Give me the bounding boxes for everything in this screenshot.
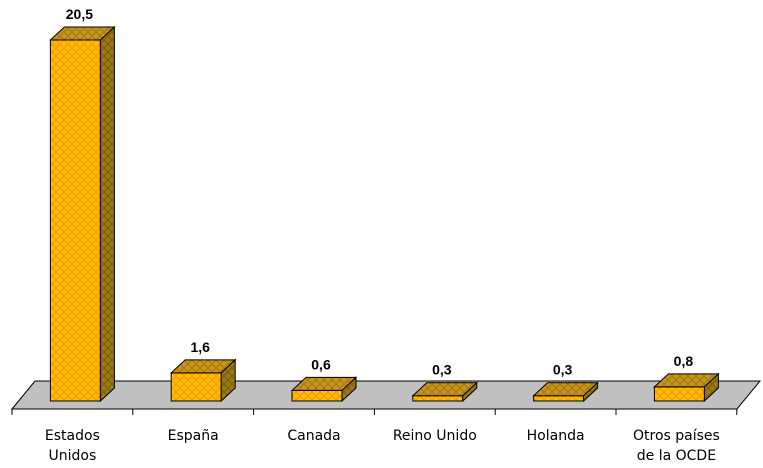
bar-side	[462, 381, 478, 403]
category-label: Otros países	[633, 428, 720, 444]
bar	[653, 372, 720, 403]
bar-side	[220, 358, 236, 403]
value-label: 0,6	[311, 356, 331, 372]
bar-front	[412, 395, 464, 402]
value-label: 0,3	[553, 362, 573, 378]
bar-front	[49, 39, 101, 402]
value-label: 1,6	[190, 339, 210, 355]
category-label: Estados	[45, 428, 100, 444]
bar	[532, 381, 599, 403]
bar-side	[341, 376, 357, 403]
category-label: Canada	[287, 428, 340, 444]
category-label: España	[168, 428, 219, 444]
bar-side	[99, 25, 115, 403]
bar	[411, 381, 479, 403]
category-label: Reino Unido	[393, 428, 477, 444]
bar-side	[583, 381, 599, 403]
category-label: de la OCDE	[637, 448, 716, 464]
bar-side	[703, 372, 719, 403]
bar	[49, 25, 116, 403]
bar	[169, 358, 237, 403]
bar-front	[291, 389, 343, 402]
bar-front	[170, 372, 222, 402]
value-label: 0,8	[674, 353, 694, 369]
bar-front	[653, 386, 705, 402]
category-label: Holanda	[527, 428, 585, 444]
value-label: 0,3	[432, 362, 452, 378]
bar	[290, 376, 358, 403]
chart-floor	[10, 380, 762, 410]
value-label: 20,5	[66, 6, 93, 22]
category-label: Unidos	[49, 448, 97, 464]
bar-front	[533, 395, 585, 402]
